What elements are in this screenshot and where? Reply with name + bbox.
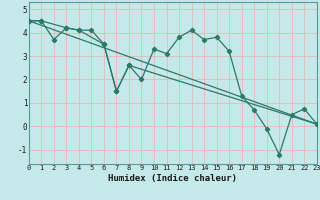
X-axis label: Humidex (Indice chaleur): Humidex (Indice chaleur) bbox=[108, 174, 237, 183]
